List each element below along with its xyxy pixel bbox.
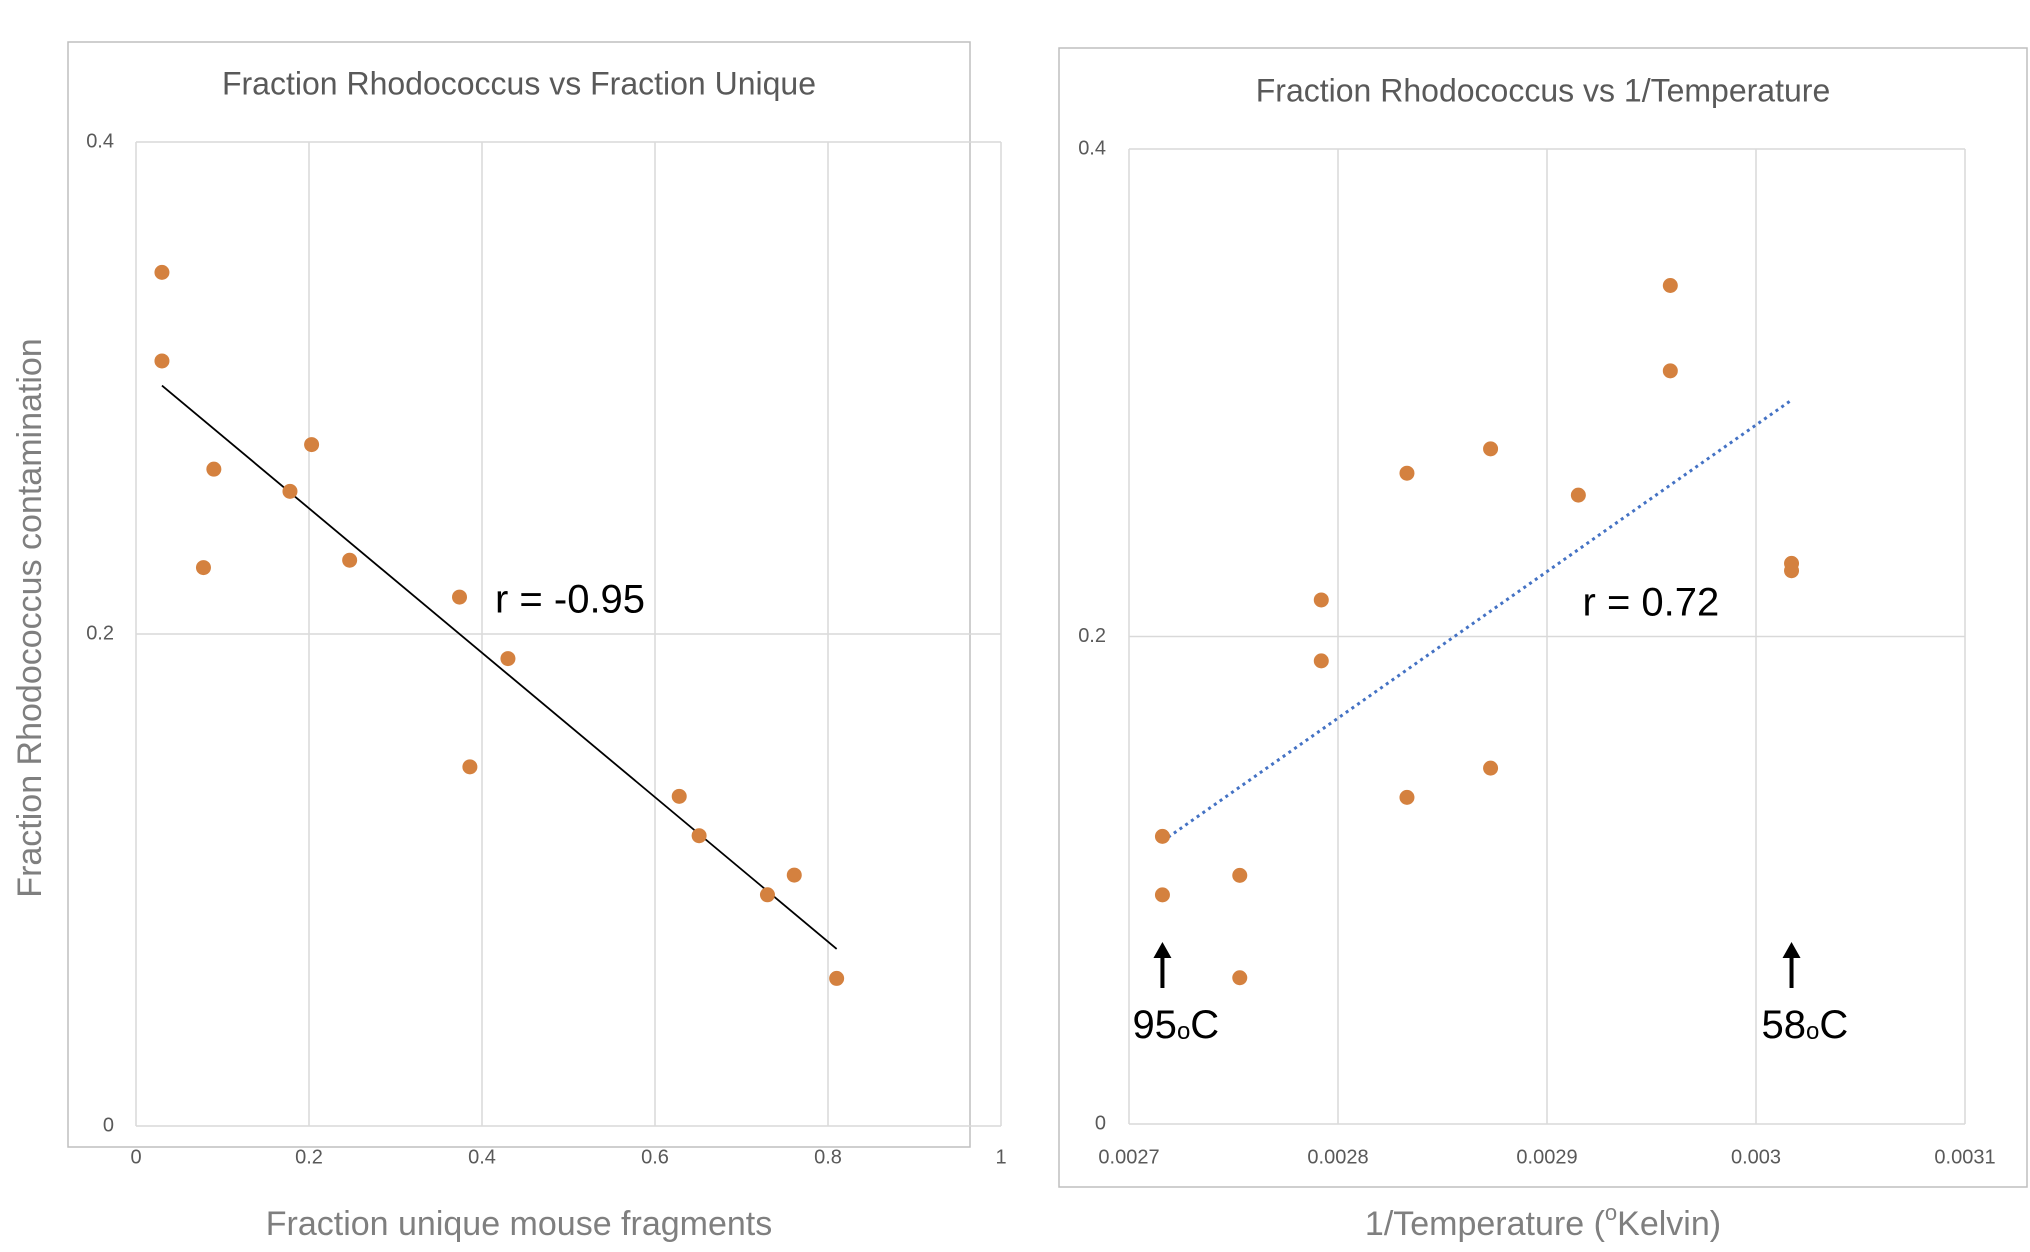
data-point: [1399, 465, 1415, 481]
data-point: [1154, 887, 1170, 903]
data-point: [1570, 487, 1586, 503]
data-point: [1662, 363, 1678, 379]
y-tick-label: 0.2: [86, 622, 114, 644]
data-point: [829, 970, 845, 986]
x-tick-label: 0.0029: [1516, 1146, 1577, 1168]
y-tick-label: 0.4: [86, 130, 114, 152]
data-point: [1399, 789, 1415, 805]
marker-arrow-head: [1782, 942, 1801, 958]
data-point: [671, 788, 687, 804]
data-point: [691, 828, 707, 844]
x-tick-label: 0.0028: [1307, 1146, 1368, 1168]
data-point: [195, 560, 211, 576]
data-point: [154, 353, 170, 369]
temperature-marker-label: 58oC: [1762, 1003, 1849, 1047]
data-point: [462, 759, 478, 775]
chart-frame: [1058, 47, 2028, 1188]
correlation-annotation: r = -0.95: [495, 578, 645, 622]
correlation-annotation: r = 0.72: [1583, 580, 1720, 624]
data-point: [1232, 970, 1248, 986]
y-tick-label: 0.2: [1078, 625, 1106, 647]
chart-title: Fraction Rhodococcus vs 1/Temperature: [1256, 72, 1830, 108]
data-point: [500, 651, 516, 667]
data-point: [154, 264, 170, 280]
x-tick-label: 1: [995, 1146, 1006, 1168]
data-point: [1784, 563, 1800, 579]
x-tick-label: 0.0027: [1098, 1146, 1159, 1168]
x-tick-label: 0.003: [1731, 1146, 1781, 1168]
y-axis-title: Fraction Rhodococcus contamination: [11, 338, 49, 897]
data-point: [342, 552, 358, 568]
marker-arrow-head: [1153, 942, 1172, 958]
data-point: [1232, 867, 1248, 883]
data-point: [1662, 278, 1678, 293]
data-point: [452, 589, 468, 605]
chart-right: Fraction Rhodococcus vs 1/Temperature 0 0.…: [1058, 47, 2028, 1243]
temperature-marker-label: 95oC: [1132, 1003, 1219, 1047]
x-tick-label: 0.0031: [1934, 1146, 1995, 1168]
y-tick-label: 0.4: [1078, 137, 1106, 159]
y-tick-label: 0: [1095, 1112, 1106, 1134]
data-point: [304, 437, 320, 453]
data-point: [282, 483, 298, 499]
x-tick-label: 0: [130, 1146, 141, 1168]
data-point: [1313, 592, 1329, 608]
chart-frame: [67, 41, 971, 1148]
trendline: [1161, 398, 1793, 843]
chart-title: Fraction Rhodococcus vs Fraction Unique: [222, 65, 816, 101]
x-tick-label: 0.4: [468, 1146, 496, 1168]
y-tick-label: 0: [103, 1114, 114, 1136]
data-point: [759, 887, 775, 903]
x-axis-title: 1/Temperature (oKelvin): [1365, 1200, 1721, 1243]
x-axis-title: Fraction unique mouse fragments: [266, 1205, 772, 1243]
x-tick-label: 0.2: [295, 1146, 323, 1168]
data-point: [1483, 441, 1499, 457]
data-point: [1483, 760, 1499, 776]
x-tick-label: 0.6: [641, 1146, 669, 1168]
data-point: [1313, 653, 1329, 669]
trendline: [161, 384, 838, 950]
data-point: [206, 461, 222, 477]
data-point: [1154, 828, 1170, 844]
x-tick-label: 0.8: [814, 1146, 842, 1168]
chart-left: Fraction Rhodococcus vs Fraction Unique 0…: [67, 41, 1007, 1243]
data-point: [786, 867, 802, 883]
